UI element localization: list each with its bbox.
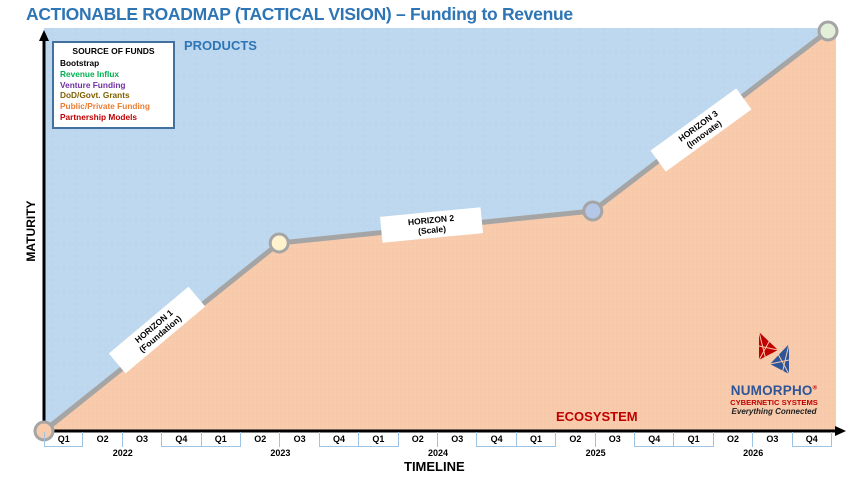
quarter-cell: O2 [83, 432, 123, 447]
legend-item-partnership-models: Partnership Models [60, 111, 137, 122]
y-axis-arrow [39, 30, 49, 41]
source-of-funds-legend: SOURCE OF FUNDS Bootstrap Revenue Influx… [52, 41, 175, 129]
quarter-cell: O2 [399, 432, 438, 447]
registered-mark: ® [812, 385, 818, 392]
year-label: 2025 [585, 448, 606, 458]
logo-subtitle: CYBERNETIC SYSTEMS [730, 398, 818, 407]
quarter-cell: O3 [753, 432, 793, 447]
year-label: 2023 [270, 448, 291, 458]
quarter-cell: Q1 [44, 432, 84, 447]
milestone-marker-3 [817, 20, 839, 42]
quarter-cell: Q4 [477, 432, 517, 447]
quarter-cell: O3 [438, 432, 478, 447]
quarter-cell: Q1 [359, 432, 399, 447]
legend-item-public-private-funding: Public/Private Funding [60, 101, 150, 112]
quarter-cell: O3 [123, 432, 163, 447]
quarter-cell: O2 [556, 432, 596, 447]
quarter-cell: O2 [714, 432, 754, 447]
quarter-cell: Q1 [674, 432, 714, 447]
numorpho-logo-icon [758, 331, 790, 375]
milestone-marker-1 [268, 232, 290, 254]
ecosystem-label: ECOSYSTEM [556, 409, 638, 424]
y-axis-label: MATURITY [24, 200, 38, 262]
legend-heading: SOURCE OF FUNDS [72, 46, 155, 56]
milestone-marker-2 [582, 200, 604, 222]
year-label: 2026 [743, 448, 764, 458]
quarter-cell: Q4 [162, 432, 202, 447]
quarter-cell: Q4 [792, 432, 832, 447]
page-title: ACTIONABLE ROADMAP (TACTICAL VISION) – F… [26, 4, 573, 24]
quarter-cell: O3 [280, 432, 320, 447]
products-label: PRODUCTS [184, 38, 257, 53]
company-logo: NUMORPHO® CYBERNETIC SYSTEMS Everything … [722, 330, 826, 416]
legend-item-revenue-influx: Revenue Influx [60, 68, 120, 79]
quarter-cell: Q4 [319, 432, 360, 447]
quarter-cell: Q1 [201, 432, 241, 447]
x-axis-label: TIMELINE [404, 459, 465, 474]
logo-brand: NUMORPHO [730, 383, 813, 398]
quarter-cell: Q4 [635, 432, 675, 447]
quarter-cell: Q1 [516, 432, 557, 447]
x-axis-arrow [835, 426, 846, 436]
year-label: 2022 [112, 448, 133, 458]
legend-item-dod-grants: DoD/Govt. Grants [60, 90, 130, 101]
year-label: 2024 [427, 448, 449, 458]
legend-item-bootstrap: Bootstrap [60, 58, 100, 68]
legend-item-venture-funding: Venture Funding [60, 79, 126, 90]
quarter-cell: O2 [241, 432, 281, 447]
quarter-cell: O3 [596, 432, 635, 447]
logo-tagline: Everything Connected [731, 407, 817, 416]
